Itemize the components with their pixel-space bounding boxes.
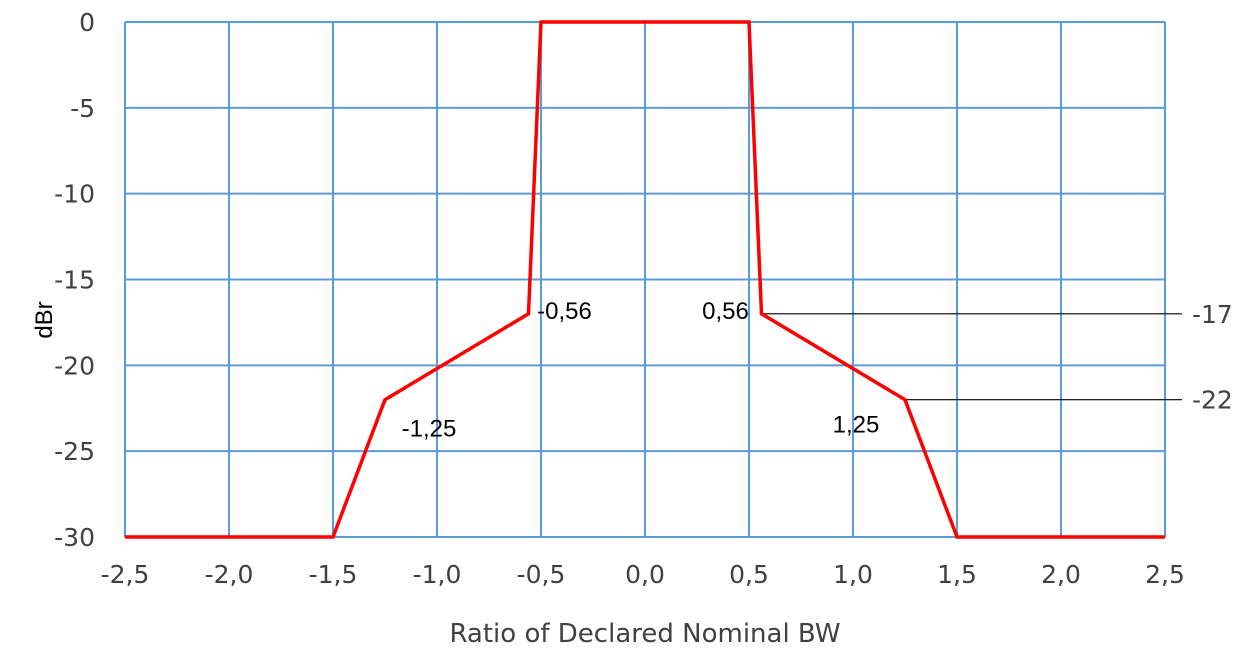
x-tick-label: -1,0 xyxy=(413,560,462,589)
y-axis-ticks: 0 -5 -10 -15 -20 -25 -30 xyxy=(54,8,95,552)
x-tick-label: -1,5 xyxy=(309,560,358,589)
y-tick-label: -20 xyxy=(54,351,95,380)
y-axis-label: dBr xyxy=(31,301,58,338)
x-tick-label: 1,5 xyxy=(937,560,977,589)
annotations: -0,56 0,56 -1,25 1,25 xyxy=(402,298,880,443)
grid xyxy=(124,21,1166,538)
x-tick-label: 0,0 xyxy=(625,560,665,589)
x-tick-label: -2,0 xyxy=(205,560,254,589)
reference-line-label: -22 xyxy=(1192,386,1233,415)
y-tick-label: -30 xyxy=(54,523,95,552)
y-tick-label: -25 xyxy=(54,437,95,466)
x-tick-label: 0,5 xyxy=(729,560,769,589)
reference-lines: -17 -22 xyxy=(761,300,1233,415)
y-tick-label: -5 xyxy=(70,94,95,123)
x-tick-label: 2,0 xyxy=(1041,560,1081,589)
annotation-label: 0,56 xyxy=(702,298,749,325)
annotation-label: 1,25 xyxy=(833,412,880,439)
y-tick-label: -15 xyxy=(54,266,95,295)
y-tick-label: 0 xyxy=(79,8,95,37)
x-axis-ticks: -2,5 -2,0 -1,5 -1,0 -0,5 0,0 0,5 1,0 1,5 2,0 2,5 xyxy=(101,560,1185,589)
annotation-label: -0,56 xyxy=(537,298,592,325)
x-tick-label: -2,5 xyxy=(101,560,150,589)
x-tick-label: 1,0 xyxy=(833,560,873,589)
annotation-label: -1,25 xyxy=(402,416,457,443)
series-layer xyxy=(124,20,1166,539)
y-tick-label: -10 xyxy=(54,180,95,209)
reference-line-label: -17 xyxy=(1192,300,1233,329)
x-tick-label: -0,5 xyxy=(517,560,566,589)
mask-line xyxy=(125,20,1165,539)
x-axis-label: Ratio of Declared Nominal BW xyxy=(449,619,840,649)
x-tick-label: 2,5 xyxy=(1145,560,1185,589)
